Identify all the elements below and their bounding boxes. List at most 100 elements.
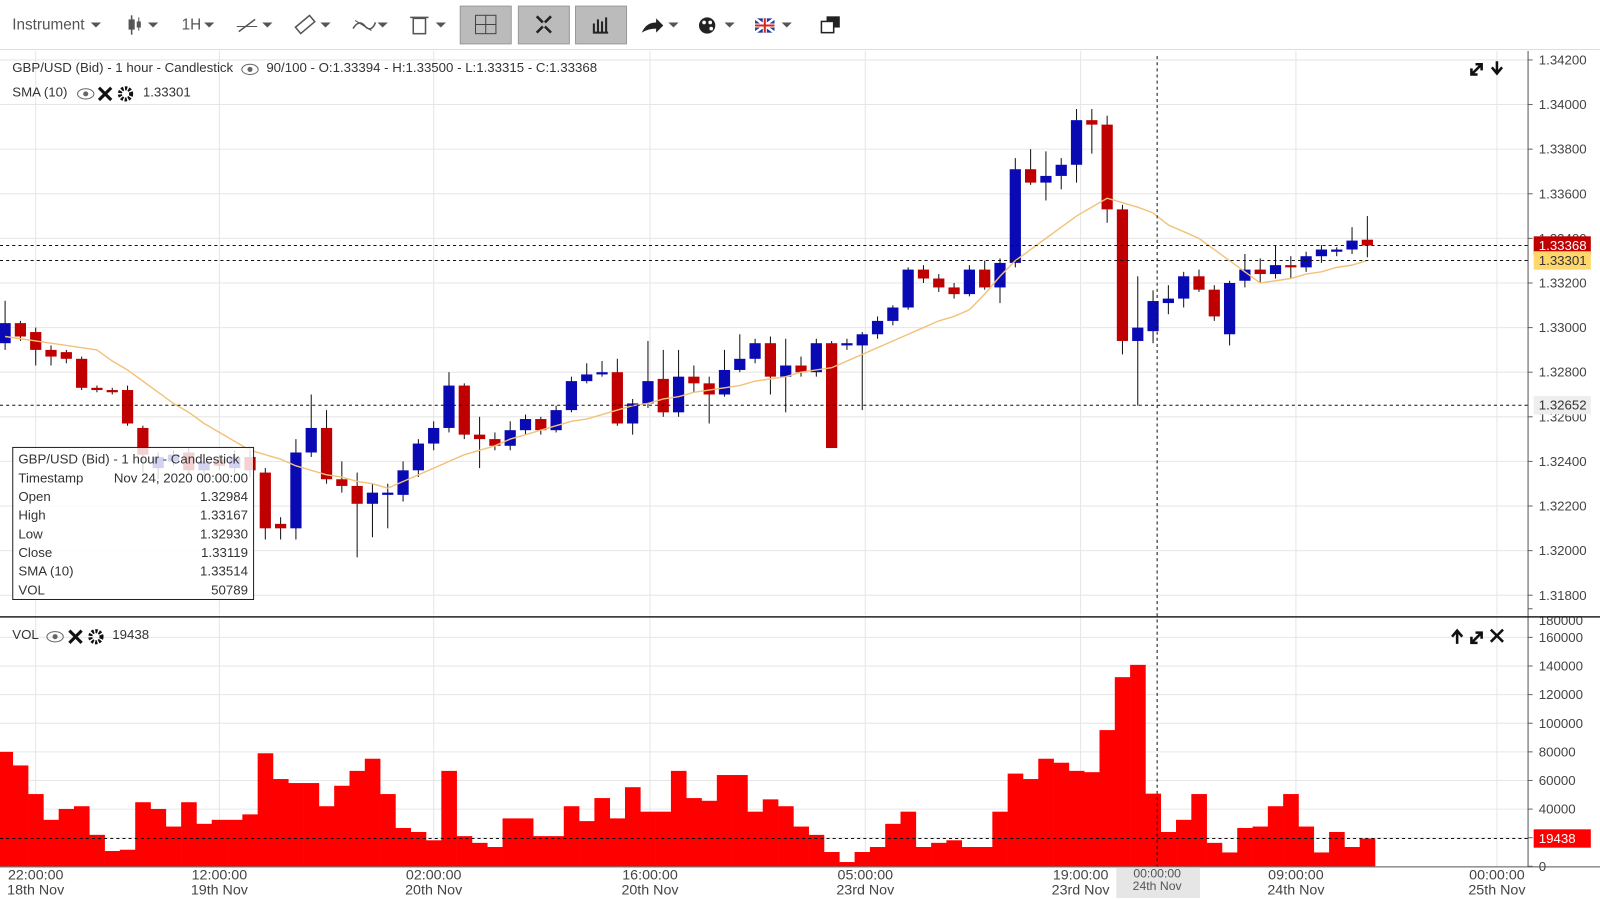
detach-button[interactable] bbox=[820, 16, 840, 34]
interval-menu[interactable]: 1H bbox=[182, 17, 202, 34]
indicator-button[interactable] bbox=[352, 19, 388, 32]
y-tick-label: 40000 bbox=[1539, 802, 1576, 817]
delete-button[interactable] bbox=[410, 16, 446, 35]
tooltip-value: 1.32984 bbox=[200, 489, 248, 504]
candle-body bbox=[76, 358, 88, 388]
volume-bar bbox=[380, 794, 396, 867]
candle-body bbox=[642, 381, 654, 404]
measure-button[interactable] bbox=[294, 14, 331, 35]
toolbar bbox=[0, 0, 1600, 49]
volume-bar bbox=[395, 827, 412, 867]
candle-body bbox=[0, 323, 11, 344]
volume-bar bbox=[272, 779, 289, 867]
volume-bar bbox=[778, 806, 794, 867]
candle-body bbox=[596, 372, 608, 375]
instrument-menu[interactable]: Instrument bbox=[12, 17, 85, 34]
caret[interactable] bbox=[204, 22, 215, 28]
x-tick-label: 24th Nov bbox=[1267, 883, 1325, 899]
volume-bar bbox=[1099, 730, 1116, 867]
tooltip: GBP/USD (Bid) - 1 hour - Candlestick Time… bbox=[12, 446, 255, 600]
candle-body bbox=[428, 427, 440, 444]
y-tick-label: 1.34200 bbox=[1539, 52, 1587, 67]
candle-body bbox=[1300, 256, 1312, 268]
candle-body bbox=[565, 381, 578, 411]
candle-body bbox=[1346, 240, 1358, 250]
candle-body bbox=[703, 383, 715, 395]
x-tick-label: 20th Nov bbox=[405, 883, 463, 899]
candle-body bbox=[734, 358, 746, 370]
volume-bar bbox=[410, 831, 427, 867]
volume-settings[interactable] bbox=[88, 629, 104, 645]
volume-bar bbox=[196, 823, 213, 867]
candle-body bbox=[473, 434, 486, 440]
candle-body bbox=[397, 470, 409, 495]
volume-bar bbox=[517, 818, 534, 867]
volume-bar bbox=[43, 819, 59, 867]
candle-body bbox=[550, 410, 562, 431]
volume-bar bbox=[1191, 794, 1207, 867]
sma-remove[interactable] bbox=[97, 86, 113, 102]
candle-body bbox=[948, 287, 960, 295]
candle-body bbox=[933, 278, 945, 288]
y-tick-label: 160000 bbox=[1539, 630, 1583, 645]
theme-button[interactable] bbox=[698, 17, 735, 34]
volume-pane-controls[interactable] bbox=[1451, 628, 1504, 645]
volume-bar bbox=[1359, 838, 1376, 867]
volume-bar bbox=[579, 821, 595, 867]
candle-body bbox=[1147, 301, 1159, 332]
language-button[interactable] bbox=[754, 17, 792, 34]
candle-body bbox=[1070, 120, 1083, 165]
candle-body bbox=[1178, 276, 1190, 299]
volume-bar bbox=[1022, 779, 1039, 867]
y-tick-label: 1.32200 bbox=[1539, 499, 1587, 514]
candle-body bbox=[1040, 175, 1052, 183]
pane-controls[interactable] bbox=[1470, 61, 1504, 76]
candle-body bbox=[443, 385, 455, 428]
drawing-button[interactable] bbox=[641, 18, 679, 33]
volume-bar bbox=[640, 811, 656, 867]
fullscreen-toggle[interactable] bbox=[517, 5, 570, 45]
candle-body bbox=[1315, 249, 1328, 257]
visibility-icon[interactable] bbox=[241, 63, 259, 75]
tooltip-value: Nov 24, 2020 00:00:00 bbox=[114, 470, 248, 485]
crosshair-time: 00:00:00 bbox=[1133, 867, 1181, 881]
toolbar-items: Instrument 1H bbox=[12, 5, 840, 45]
sma-settings[interactable] bbox=[117, 86, 134, 102]
volume-bar bbox=[548, 836, 565, 867]
sma-value: 1.33301 bbox=[143, 84, 191, 99]
volume-bar bbox=[334, 785, 350, 867]
volume-bar bbox=[257, 753, 274, 867]
volume-bar bbox=[104, 851, 121, 867]
volume-bar bbox=[318, 806, 335, 867]
tooltip-value: 1.33119 bbox=[201, 545, 248, 560]
volume-visibility-icon[interactable] bbox=[46, 631, 64, 643]
volume-bar bbox=[1053, 762, 1070, 867]
volume-bar bbox=[931, 842, 947, 867]
sma-visibility-icon[interactable] bbox=[77, 88, 95, 100]
tooltip-key: VOL bbox=[18, 582, 45, 597]
candle-body bbox=[45, 349, 57, 357]
candle-body bbox=[305, 427, 317, 453]
tooltip-key: High bbox=[18, 508, 45, 523]
volume-toggle[interactable] bbox=[575, 5, 628, 45]
chart-type-button[interactable] bbox=[128, 15, 159, 35]
tooltip-key: Open bbox=[18, 489, 50, 504]
candle-body bbox=[1223, 282, 1236, 335]
caret[interactable] bbox=[90, 22, 102, 28]
candle-body bbox=[841, 343, 853, 346]
line-tool-button[interactable] bbox=[236, 18, 273, 33]
candle-body bbox=[290, 452, 302, 529]
sma-legend: SMA (10) bbox=[12, 84, 67, 99]
volume-bar bbox=[1114, 677, 1131, 867]
volume-remove[interactable] bbox=[68, 629, 83, 644]
candle-body bbox=[826, 343, 838, 449]
candle-body bbox=[60, 352, 72, 359]
candle-body bbox=[688, 376, 700, 384]
x-tick-label: 05:00:00 bbox=[838, 867, 894, 883]
volume-bar bbox=[364, 758, 381, 867]
candle-body bbox=[14, 323, 27, 337]
volume-bar bbox=[594, 798, 610, 867]
candle-body bbox=[871, 320, 884, 335]
sma-line bbox=[4, 197, 1368, 489]
crosshair-toggle[interactable] bbox=[459, 5, 512, 45]
